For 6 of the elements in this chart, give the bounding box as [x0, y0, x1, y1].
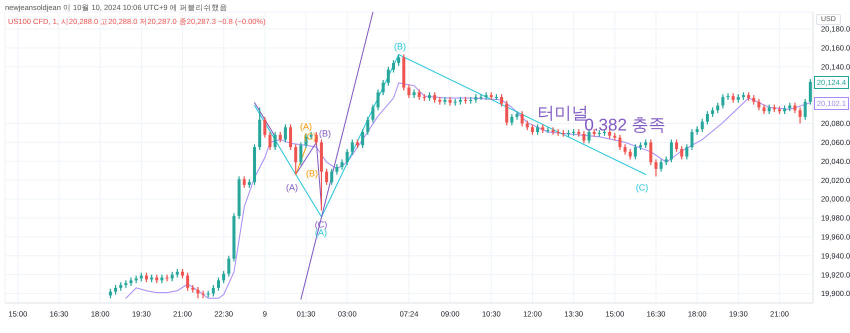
annotation: (A) [300, 122, 312, 132]
annotation: (B) [306, 168, 318, 178]
annotation: (C) [636, 182, 648, 192]
annotation: (B) [394, 42, 406, 52]
annotation: (A) [286, 182, 298, 192]
annotation: (B) [319, 128, 331, 138]
